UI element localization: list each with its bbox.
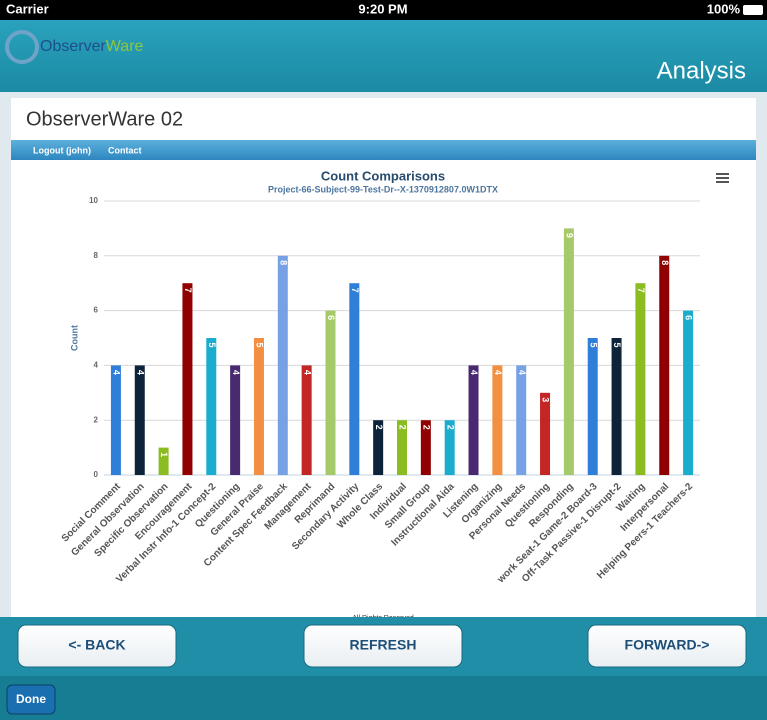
status-bar <box>0 0 767 20</box>
done-button[interactable]: Done <box>6 684 56 715</box>
bar <box>420 420 431 475</box>
data-label: 5 <box>255 342 265 347</box>
bar <box>206 338 217 475</box>
forward-button[interactable]: FORWARD-> <box>587 624 747 668</box>
data-label: 4 <box>493 370 503 375</box>
bar <box>349 283 360 475</box>
data-label: 4 <box>135 370 145 375</box>
data-label: 5 <box>207 342 217 347</box>
logo-part: Observer <box>40 38 106 55</box>
button-label: REFRESH <box>350 637 417 653</box>
bar <box>540 392 551 475</box>
data-label: 4 <box>302 370 312 375</box>
data-label: 4 <box>469 370 479 375</box>
bar <box>110 365 121 475</box>
data-label: 4 <box>517 370 527 375</box>
chart-subtitle: Project-66-Subject-99-Test-Dr--X-1370912… <box>268 184 498 194</box>
page-title: ObserverWare 02 <box>26 108 183 130</box>
menu-line <box>716 181 729 183</box>
data-label: 9 <box>565 233 575 238</box>
data-label: 3 <box>541 397 551 402</box>
nav-link[interactable]: Contact <box>108 145 142 155</box>
nav-link[interactable]: Logout (john) <box>33 145 91 155</box>
bar <box>158 447 169 475</box>
nav-bar <box>11 140 756 160</box>
y-tick-label: 4 <box>94 361 99 370</box>
data-label: 2 <box>374 425 384 430</box>
y-tick-label: 6 <box>94 306 99 315</box>
data-label: 1 <box>159 452 169 457</box>
back-button[interactable]: <- BACK <box>17 624 177 668</box>
bar <box>373 420 384 475</box>
bar <box>635 283 646 475</box>
toolbar <box>0 676 767 720</box>
refresh-button[interactable]: REFRESH <box>303 624 463 668</box>
data-label: 7 <box>183 288 193 293</box>
data-label: 7 <box>350 288 360 293</box>
y-tick-label: 2 <box>94 415 99 424</box>
bar <box>301 365 312 475</box>
data-label: 5 <box>612 342 622 347</box>
done-label: Done <box>16 692 46 706</box>
button-bg <box>303 624 463 668</box>
y-tick-label: 8 <box>94 251 99 260</box>
battery-text: 100% <box>707 1 741 16</box>
header-title: Analysis <box>657 57 746 84</box>
menu-line <box>716 177 729 179</box>
bar <box>587 338 598 475</box>
data-label: 4 <box>112 370 122 375</box>
button-bg <box>587 624 747 668</box>
y-tick-label: 10 <box>89 196 98 205</box>
carrier: Carrier <box>6 1 49 16</box>
logo-icon <box>5 30 39 64</box>
bar <box>325 310 336 475</box>
y-axis-title: Count <box>69 325 79 351</box>
bar <box>253 338 264 475</box>
battery-icon <box>743 5 763 15</box>
chart-menu[interactable] <box>716 173 729 183</box>
bar <box>444 420 455 475</box>
bar <box>563 228 574 475</box>
data-label: 8 <box>278 260 288 265</box>
done-bg <box>6 684 56 715</box>
chart-title: Count Comparisons <box>321 168 445 183</box>
menu-line <box>716 173 729 175</box>
clock: 9:20 PM <box>358 1 407 16</box>
button-label: <- BACK <box>68 637 125 653</box>
header <box>0 20 767 92</box>
button-label: FORWARD-> <box>625 637 710 653</box>
logo: ObserverWare <box>40 38 144 55</box>
data-label: 5 <box>588 342 598 347</box>
data-label: 7 <box>636 288 646 293</box>
data-label: 2 <box>445 425 455 430</box>
data-label: 4 <box>231 370 241 375</box>
bar <box>468 365 479 475</box>
content-panel <box>11 98 756 617</box>
bar <box>492 365 503 475</box>
bar <box>182 283 193 475</box>
bar <box>683 310 694 475</box>
data-label: 2 <box>398 425 408 430</box>
button-bg <box>17 624 177 668</box>
bar <box>134 365 145 475</box>
data-label: 6 <box>684 315 694 320</box>
bar <box>659 255 670 475</box>
bar <box>516 365 527 475</box>
bar <box>277 255 288 475</box>
bar <box>397 420 407 475</box>
logo-part: Ware <box>106 38 144 55</box>
y-tick-label: 0 <box>94 470 99 479</box>
data-label: 2 <box>421 425 431 430</box>
data-label: 6 <box>326 315 336 320</box>
data-label: 8 <box>660 260 670 265</box>
bar <box>230 365 241 475</box>
bar <box>611 338 622 475</box>
